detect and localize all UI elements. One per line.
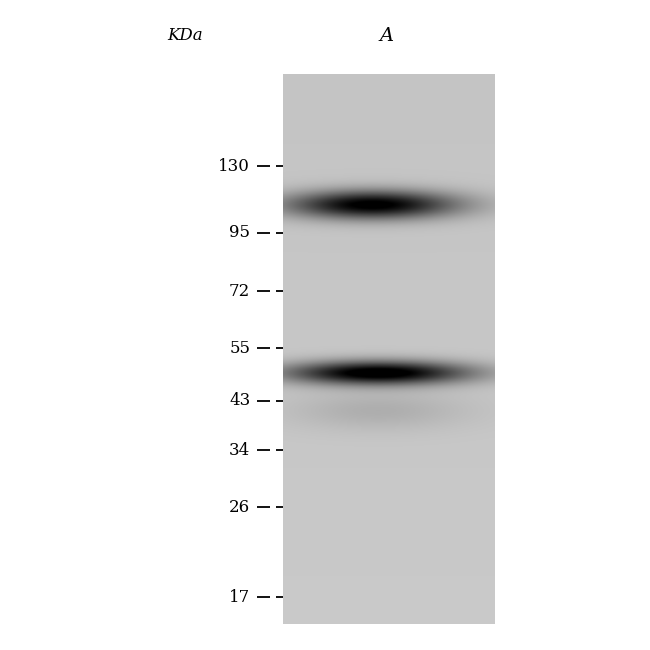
Text: 43: 43: [229, 392, 250, 410]
Text: 26: 26: [229, 499, 250, 516]
Text: 55: 55: [229, 340, 250, 357]
Text: KDa: KDa: [168, 27, 203, 44]
Text: 130: 130: [218, 157, 250, 175]
Text: A: A: [380, 27, 394, 45]
Text: 72: 72: [229, 283, 250, 300]
Text: 95: 95: [229, 224, 250, 241]
Text: 17: 17: [229, 589, 250, 606]
Text: 34: 34: [229, 442, 250, 459]
